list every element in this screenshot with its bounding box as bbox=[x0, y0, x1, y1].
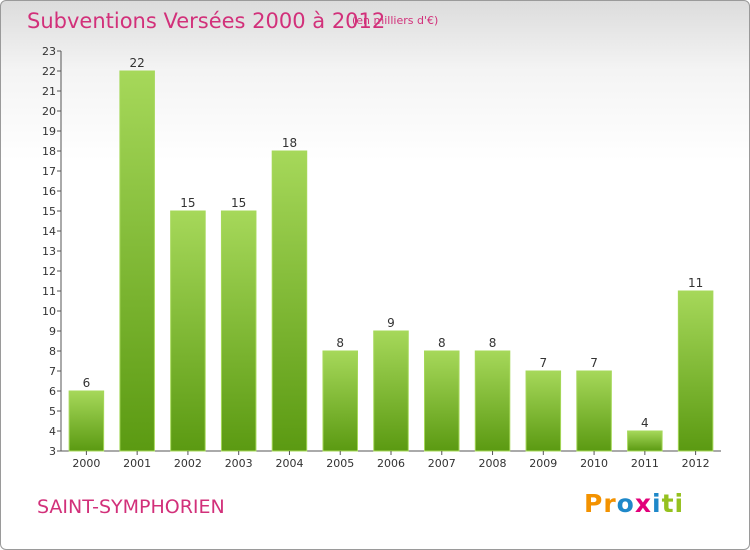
bar-2006 bbox=[373, 330, 409, 452]
chart-title: Subventions Versées 2000 à 2012 bbox=[27, 9, 386, 33]
x-tick-label-2012: 2012 bbox=[682, 457, 710, 470]
logo-letter: r bbox=[603, 489, 617, 518]
data-label-2008: 8 bbox=[489, 336, 497, 350]
y-tick-label: 9 bbox=[49, 325, 56, 338]
x-tick-label-2003: 2003 bbox=[225, 457, 253, 470]
y-tick-label: 13 bbox=[42, 245, 56, 258]
data-label-2012: 11 bbox=[688, 276, 703, 290]
y-tick-label: 11 bbox=[42, 285, 56, 298]
y-tick-label: 19 bbox=[42, 125, 56, 138]
x-tick-label-2001: 2001 bbox=[123, 457, 151, 470]
y-tick-label: 22 bbox=[42, 65, 56, 78]
bar-2011 bbox=[627, 430, 663, 452]
y-tick-label: 20 bbox=[42, 105, 56, 118]
x-tick-label-2008: 2008 bbox=[479, 457, 507, 470]
chart-subtitle: (en milliers d'€) bbox=[352, 14, 439, 27]
bar-2010 bbox=[576, 370, 612, 452]
data-label-2009: 7 bbox=[539, 356, 547, 370]
x-tick-label-2004: 2004 bbox=[275, 457, 303, 470]
data-label-2000: 6 bbox=[83, 376, 91, 390]
logo-letter: o bbox=[616, 489, 635, 518]
x-tick-label-2002: 2002 bbox=[174, 457, 202, 470]
bar-2003 bbox=[220, 210, 257, 452]
x-tick-label-2000: 2000 bbox=[72, 457, 100, 470]
x-axis-labels: 2000 2001 2002 2003 2004 2005 2006 2007 2008 2009… bbox=[72, 451, 710, 470]
data-label-2007: 8 bbox=[438, 336, 446, 350]
y-tick-label: 8 bbox=[49, 345, 56, 358]
y-tick-label: 14 bbox=[42, 225, 56, 238]
x-tick-label-2006: 2006 bbox=[377, 457, 405, 470]
y-tick-label: 10 bbox=[42, 305, 56, 318]
logo-letter: P bbox=[584, 489, 604, 518]
y-tick-label: 15 bbox=[42, 205, 56, 218]
logo-letter: t bbox=[661, 489, 675, 518]
data-label-2010: 7 bbox=[590, 356, 598, 370]
x-tick-label-2007: 2007 bbox=[428, 457, 456, 470]
data-label-2011: 4 bbox=[641, 416, 649, 430]
bar-2012 bbox=[677, 290, 714, 452]
data-label-2001: 22 bbox=[130, 56, 145, 70]
x-tick-label-2011: 2011 bbox=[631, 457, 659, 470]
bars-group bbox=[68, 70, 714, 452]
y-tick-label: 3 bbox=[49, 445, 56, 458]
y-axis-ticks: 3 4 5 6 7 8 9 10 11 12 13 14 15 16 17 18 19 20 21 22 23 bbox=[42, 45, 61, 458]
y-tick-label: 5 bbox=[49, 405, 56, 418]
commune-name: SAINT-SYMPHORIEN bbox=[37, 496, 225, 518]
data-label-2005: 8 bbox=[336, 336, 344, 350]
y-tick-label: 23 bbox=[42, 45, 56, 58]
logo-letter: i bbox=[674, 489, 685, 518]
proxiti-logo[interactable]: Proxiti bbox=[584, 489, 684, 518]
y-tick-label: 17 bbox=[42, 165, 56, 178]
data-label-2003: 15 bbox=[231, 196, 246, 210]
logo-letter: x bbox=[634, 489, 652, 518]
y-tick-label: 16 bbox=[42, 185, 56, 198]
logo-letter: i bbox=[652, 489, 662, 518]
x-tick-label-2005: 2005 bbox=[326, 457, 354, 470]
y-tick-label: 18 bbox=[42, 145, 56, 158]
y-tick-label: 4 bbox=[49, 425, 56, 438]
data-labels-group: 6 22 15 15 18 8 9 8 8 7 7 4 11 bbox=[83, 56, 704, 430]
y-tick-label: 12 bbox=[42, 265, 56, 278]
x-tick-label-2010: 2010 bbox=[580, 457, 608, 470]
data-label-2002: 15 bbox=[180, 196, 195, 210]
data-label-2006: 9 bbox=[387, 316, 395, 330]
bar-2009 bbox=[525, 370, 562, 452]
bar-2001 bbox=[119, 70, 155, 452]
data-label-2004: 18 bbox=[282, 136, 297, 150]
y-tick-label: 6 bbox=[49, 385, 56, 398]
y-tick-label: 21 bbox=[42, 85, 56, 98]
bar-2007 bbox=[424, 350, 460, 452]
y-tick-label: 7 bbox=[49, 365, 56, 378]
bar-2000 bbox=[68, 390, 105, 452]
bar-2002 bbox=[170, 210, 206, 452]
bar-2008 bbox=[474, 350, 511, 452]
x-tick-label-2009: 2009 bbox=[529, 457, 557, 470]
bar-2005 bbox=[322, 350, 358, 452]
bar-2004 bbox=[271, 150, 308, 452]
